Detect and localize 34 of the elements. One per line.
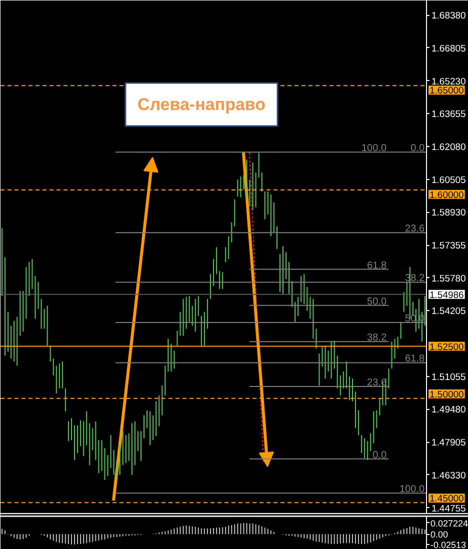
y-tick-label: 1.58930 [432,208,466,219]
y-tick-label: 1.44755 [432,503,466,514]
annotation: 100.0 [361,143,387,154]
y-tick-label: 0.027224 [430,518,468,528]
annotation: 100.0 [399,484,425,496]
y-tick-label: 1.49480 [432,404,466,416]
y-tick-label: 1.63655 [432,109,466,120]
annotation: 61.8 [405,354,425,365]
ref-line-label: 1.50000 [430,389,464,400]
y-tick-label: 1.47905 [432,438,466,449]
ref-line-label: 1.60000 [430,190,464,201]
y-tick-label: 1.55780 [432,273,466,284]
y-tick-label: 0.00 [430,530,448,540]
y-tick-label: -0.02513 [430,540,466,549]
annotation: 0.0 [410,143,425,154]
ref-line-label: 1.52500 [430,342,464,353]
y-tick-label: 1.62080 [432,142,466,153]
y-tick-label: 1.60505 [432,174,466,186]
annotation: 50.0 [367,296,387,308]
y-tick-label: 1.65230 [432,76,466,88]
ref-line-label: 1.65000 [430,86,464,97]
y-tick-label: 1.54205 [432,306,466,318]
y-tick-label: 1.51055 [432,372,466,383]
y-tick-label: 1.46330 [432,470,466,482]
annotation: 61.8 [367,260,387,272]
annotation: 23.6 [405,224,425,235]
annotation: 0.0 [372,450,387,461]
annotation: Слева-направо [137,94,266,114]
ref-line-label: 1.54986 [430,290,464,301]
y-tick-label: 1.66805 [432,43,466,54]
annotation: 38.2 [367,332,387,344]
y-tick-label: 1.68380 [432,10,466,22]
y-tick-label: 1.57355 [432,240,466,252]
ref-line-label: 1.45000 [430,494,464,505]
